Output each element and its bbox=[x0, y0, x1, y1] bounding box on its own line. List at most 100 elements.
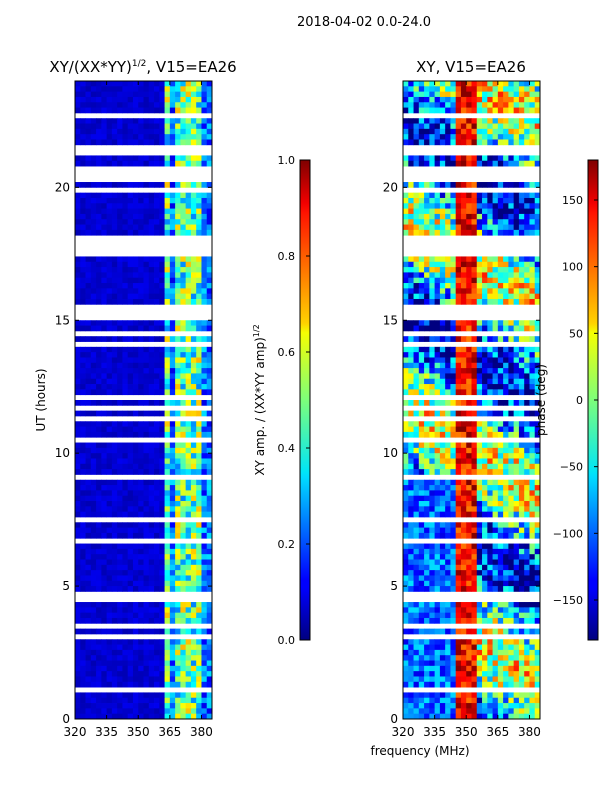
heatmap-cell bbox=[111, 96, 118, 103]
heatmap-cell bbox=[80, 586, 86, 592]
heatmap-cell bbox=[164, 469, 171, 475]
heatmap-cell bbox=[476, 102, 483, 108]
heatmap-cell bbox=[534, 671, 541, 677]
heatmap-cell bbox=[196, 697, 202, 704]
heatmap-cell bbox=[206, 511, 213, 518]
heatmap-cell bbox=[196, 277, 202, 284]
heatmap-cell bbox=[439, 155, 446, 162]
heatmap-cell bbox=[476, 203, 483, 209]
heatmap-cell bbox=[408, 378, 414, 385]
heatmap-cell bbox=[159, 501, 165, 507]
heatmap-cell bbox=[439, 660, 446, 667]
heatmap-cell bbox=[482, 277, 488, 284]
heatmap-cell bbox=[90, 692, 97, 699]
heatmap-cell bbox=[476, 400, 483, 406]
heatmap-cell bbox=[513, 203, 520, 209]
heatmap-cell bbox=[403, 564, 409, 571]
heatmap-cell bbox=[127, 373, 134, 380]
heatmap-cell bbox=[445, 107, 451, 114]
heatmap-cell bbox=[497, 320, 504, 326]
heatmap-cell bbox=[90, 532, 97, 539]
colorbar-tick-label: 0 bbox=[576, 394, 583, 407]
heatmap-cell bbox=[518, 501, 525, 507]
heatmap-cell bbox=[497, 697, 504, 704]
heatmap-cell bbox=[476, 368, 483, 374]
heatmap-cell bbox=[85, 155, 92, 162]
heatmap-cell bbox=[524, 102, 530, 108]
heatmap-cell bbox=[127, 639, 134, 645]
heatmap-cell bbox=[180, 272, 187, 279]
heatmap-cell bbox=[117, 527, 123, 534]
heatmap-cell bbox=[529, 628, 536, 635]
heatmap-cell bbox=[169, 102, 176, 108]
heatmap-cell bbox=[529, 208, 536, 215]
heatmap-cell bbox=[518, 660, 525, 667]
heatmap-cell bbox=[450, 357, 457, 364]
heatmap-cell bbox=[434, 81, 441, 87]
heatmap-cell bbox=[143, 384, 150, 390]
heatmap-cell bbox=[206, 495, 213, 502]
heatmap-cell bbox=[524, 213, 530, 220]
heatmap-cell bbox=[80, 501, 86, 507]
heatmap-cell bbox=[450, 267, 457, 273]
heatmap-cell bbox=[190, 192, 197, 199]
heatmap-cell bbox=[424, 134, 430, 140]
heatmap-cell bbox=[148, 96, 155, 103]
heatmap-cell bbox=[185, 86, 192, 93]
heatmap-cell bbox=[487, 681, 493, 688]
heatmap-cell bbox=[148, 293, 155, 300]
heatmap-cell bbox=[529, 713, 536, 720]
heatmap-cell bbox=[408, 575, 414, 582]
heatmap-cell bbox=[508, 495, 515, 502]
heatmap-cell bbox=[80, 267, 86, 273]
heatmap-cell bbox=[524, 660, 530, 667]
heatmap-cell bbox=[455, 96, 462, 103]
heatmap-cell bbox=[534, 554, 541, 560]
heatmap-cell bbox=[471, 336, 478, 342]
heatmap-cell bbox=[80, 612, 86, 619]
heatmap-cell bbox=[471, 671, 478, 677]
heatmap-cell bbox=[403, 713, 409, 720]
heatmap-cell bbox=[75, 580, 81, 587]
heatmap-cell bbox=[122, 617, 129, 624]
heatmap-cell bbox=[529, 559, 536, 566]
heatmap-cell bbox=[117, 102, 123, 108]
heatmap-cell bbox=[154, 224, 160, 231]
heatmap-cell bbox=[148, 490, 155, 497]
heatmap-cell bbox=[90, 410, 97, 417]
heatmap-cell bbox=[175, 506, 181, 513]
heatmap-cell bbox=[429, 681, 436, 688]
heatmap-cell bbox=[455, 368, 462, 374]
heatmap-cell bbox=[90, 277, 97, 284]
heatmap-cell bbox=[429, 320, 436, 326]
heatmap-cell bbox=[117, 288, 123, 295]
heatmap-cell bbox=[196, 506, 202, 513]
heatmap-cell bbox=[413, 421, 420, 427]
heatmap-cell bbox=[206, 463, 213, 470]
heatmap-cell bbox=[154, 139, 160, 146]
heatmap-cell bbox=[159, 410, 165, 417]
heatmap-cell bbox=[159, 362, 165, 369]
heatmap-cell bbox=[403, 628, 409, 635]
heatmap-cell bbox=[476, 229, 483, 236]
heatmap-cell bbox=[424, 617, 430, 624]
heatmap-cell bbox=[138, 548, 144, 555]
heatmap-cell bbox=[403, 81, 409, 87]
heatmap-cell bbox=[424, 442, 430, 449]
heatmap-cell bbox=[117, 431, 123, 438]
x-tick-label: 365 bbox=[158, 725, 181, 739]
heatmap-cell bbox=[450, 671, 457, 677]
heatmap-cell bbox=[482, 501, 488, 507]
heatmap-cell bbox=[482, 192, 488, 199]
heatmap-cell bbox=[434, 676, 441, 683]
heatmap-cell bbox=[471, 617, 478, 624]
heatmap-cell bbox=[175, 607, 181, 614]
heatmap-cell bbox=[439, 203, 446, 209]
heatmap-cell bbox=[503, 400, 509, 406]
heatmap-cell bbox=[529, 442, 536, 449]
heatmap-cell bbox=[90, 160, 97, 167]
heatmap-cell bbox=[122, 442, 129, 449]
heatmap-cell bbox=[403, 586, 409, 592]
heatmap-cell bbox=[508, 665, 515, 672]
heatmap-cell bbox=[455, 410, 462, 417]
